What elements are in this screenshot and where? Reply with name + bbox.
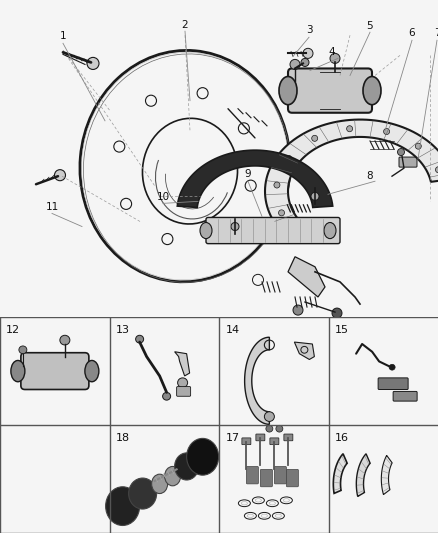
Circle shape — [388, 365, 394, 370]
Circle shape — [54, 169, 65, 181]
Text: 6: 6 — [408, 28, 414, 38]
FancyBboxPatch shape — [287, 68, 371, 113]
Ellipse shape — [85, 360, 99, 382]
Text: 3: 3 — [305, 25, 311, 35]
Circle shape — [177, 378, 187, 387]
Ellipse shape — [151, 474, 167, 494]
Circle shape — [414, 143, 420, 149]
Ellipse shape — [186, 438, 218, 475]
Circle shape — [145, 95, 156, 106]
Polygon shape — [177, 150, 332, 207]
Polygon shape — [174, 352, 189, 376]
Text: 17: 17 — [225, 433, 239, 443]
Circle shape — [60, 335, 70, 345]
FancyBboxPatch shape — [260, 470, 272, 487]
Ellipse shape — [279, 77, 297, 104]
Circle shape — [197, 87, 208, 99]
Circle shape — [87, 58, 99, 69]
FancyBboxPatch shape — [392, 391, 416, 401]
FancyBboxPatch shape — [274, 466, 286, 484]
Text: 13: 13 — [116, 325, 130, 335]
Text: 15: 15 — [335, 325, 349, 335]
Text: 2: 2 — [181, 20, 188, 30]
Circle shape — [264, 412, 274, 422]
Circle shape — [302, 49, 312, 59]
Circle shape — [19, 346, 27, 354]
Circle shape — [162, 233, 173, 245]
Circle shape — [285, 156, 291, 161]
Circle shape — [120, 198, 131, 209]
Circle shape — [300, 59, 308, 67]
Text: 18: 18 — [116, 433, 130, 443]
FancyBboxPatch shape — [283, 434, 292, 441]
Polygon shape — [294, 342, 314, 359]
Ellipse shape — [323, 222, 335, 239]
FancyBboxPatch shape — [255, 434, 264, 441]
Circle shape — [396, 149, 403, 156]
Circle shape — [311, 135, 317, 141]
FancyBboxPatch shape — [377, 378, 407, 390]
Ellipse shape — [362, 77, 380, 104]
Ellipse shape — [11, 360, 25, 382]
Ellipse shape — [200, 222, 212, 239]
Text: 7: 7 — [433, 28, 438, 38]
FancyBboxPatch shape — [286, 470, 298, 487]
Circle shape — [292, 305, 302, 315]
Text: 4: 4 — [328, 47, 335, 58]
Circle shape — [162, 392, 170, 400]
Circle shape — [434, 167, 438, 173]
Polygon shape — [381, 455, 391, 495]
FancyBboxPatch shape — [176, 386, 190, 396]
Polygon shape — [244, 337, 269, 424]
FancyBboxPatch shape — [246, 466, 258, 484]
Circle shape — [230, 222, 238, 231]
Circle shape — [245, 180, 256, 191]
Circle shape — [135, 335, 143, 343]
Text: 12: 12 — [6, 325, 20, 335]
Ellipse shape — [164, 466, 180, 486]
Text: 14: 14 — [225, 325, 239, 335]
Circle shape — [329, 53, 339, 63]
Circle shape — [383, 128, 389, 134]
Polygon shape — [356, 454, 369, 496]
FancyBboxPatch shape — [241, 438, 250, 445]
Text: 8: 8 — [366, 171, 372, 181]
Ellipse shape — [128, 478, 156, 509]
Polygon shape — [287, 257, 324, 297]
Text: 1: 1 — [60, 31, 66, 41]
Text: 11: 11 — [45, 203, 59, 212]
Text: 9: 9 — [244, 169, 251, 179]
Polygon shape — [332, 454, 346, 494]
Ellipse shape — [106, 487, 139, 526]
Circle shape — [331, 308, 341, 318]
FancyBboxPatch shape — [21, 353, 88, 390]
FancyBboxPatch shape — [205, 217, 339, 244]
FancyBboxPatch shape — [269, 438, 278, 445]
Circle shape — [275, 425, 282, 432]
Circle shape — [265, 425, 272, 432]
Text: 10: 10 — [156, 192, 169, 203]
Circle shape — [238, 123, 249, 134]
Circle shape — [273, 182, 279, 188]
Circle shape — [278, 210, 284, 216]
Text: 5: 5 — [366, 21, 372, 31]
Ellipse shape — [174, 453, 198, 480]
Circle shape — [346, 126, 352, 132]
Circle shape — [290, 59, 299, 69]
Polygon shape — [265, 119, 438, 227]
FancyBboxPatch shape — [398, 157, 416, 167]
Circle shape — [113, 141, 124, 152]
Text: 16: 16 — [335, 433, 349, 443]
Circle shape — [310, 192, 318, 200]
Circle shape — [213, 226, 224, 237]
